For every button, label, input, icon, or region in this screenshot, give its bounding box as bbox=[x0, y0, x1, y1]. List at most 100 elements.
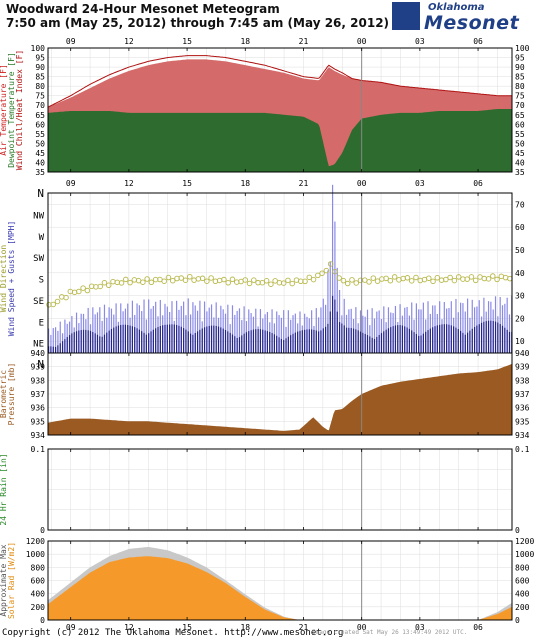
wind-speed-bar bbox=[96, 334, 99, 364]
wind-speed-bar bbox=[418, 335, 420, 364]
wind-speed-bar bbox=[448, 324, 450, 364]
wind-speed-bar bbox=[315, 330, 317, 364]
wind-speed-bar bbox=[117, 325, 120, 364]
y-tick-label-right: 70 bbox=[515, 200, 525, 209]
wind-speed-bar bbox=[318, 331, 320, 364]
wind-speed-bar bbox=[383, 331, 385, 364]
y-tick-label-right: 100 bbox=[515, 44, 530, 53]
y-tick-label-right: 50 bbox=[515, 139, 525, 148]
wind-speed-bar bbox=[189, 333, 192, 364]
wind-speed-bar bbox=[457, 329, 459, 364]
wind-speed-bar bbox=[192, 334, 194, 364]
wind-speed-bar bbox=[266, 331, 269, 364]
wind-direction-point bbox=[353, 280, 359, 286]
wind-speed-bar bbox=[357, 330, 359, 364]
y-tick-label: 45 bbox=[35, 149, 45, 158]
y-tick-label-right: 60 bbox=[515, 223, 525, 232]
rain-axis-label: 24 Hr Rain [in] bbox=[0, 453, 8, 525]
wind-speed-bar bbox=[150, 331, 152, 364]
wind-speed-bar bbox=[341, 323, 343, 364]
wind-speed-bar bbox=[194, 333, 196, 364]
y-tick-label-right: 400 bbox=[515, 590, 530, 599]
wind-direction-point bbox=[315, 272, 321, 279]
wind-direction-point bbox=[391, 274, 398, 280]
direction-tick-label: N bbox=[37, 358, 44, 371]
x-tick-label: 12 bbox=[124, 623, 134, 632]
wind-speed-bar bbox=[506, 329, 508, 364]
y-tick-label: 936 bbox=[31, 404, 46, 413]
x-tick-label: 21 bbox=[299, 37, 309, 46]
wind-direction-point bbox=[80, 285, 86, 291]
x-tick-label: 09 bbox=[66, 37, 76, 46]
y-tick-label: 200 bbox=[31, 603, 46, 612]
y-tick-label-right: 937 bbox=[515, 390, 530, 399]
wind-speed-bar bbox=[89, 330, 92, 364]
wind-speed-bar bbox=[162, 325, 164, 364]
wind-speed-bar bbox=[378, 334, 380, 364]
wind-speed-bar bbox=[492, 320, 494, 364]
y-tick-label-right: 934 bbox=[515, 431, 530, 440]
wind-speed-bar bbox=[508, 331, 511, 364]
y-tick-label: 934 bbox=[31, 431, 46, 440]
wind-speed-bar bbox=[376, 336, 378, 364]
y-tick-label: 65 bbox=[35, 111, 45, 120]
wind-speed-bar bbox=[220, 327, 222, 364]
wind-speed-bar bbox=[143, 332, 145, 364]
wind-speed-bar bbox=[345, 327, 348, 364]
wind-speed-bar bbox=[73, 332, 75, 364]
wind-direction-point bbox=[451, 277, 458, 284]
wind-speed-bar bbox=[450, 325, 452, 364]
wind-direction-point bbox=[494, 276, 500, 283]
wind-gust-bar bbox=[236, 310, 238, 364]
y-tick-label-right: 940 bbox=[515, 349, 530, 358]
wind-direction-point bbox=[161, 278, 167, 284]
wind-direction-point bbox=[340, 277, 347, 284]
wind-direction-markers bbox=[46, 261, 513, 308]
y-tick-label: 90 bbox=[35, 63, 45, 72]
wind-direction-point bbox=[268, 281, 274, 287]
wind-speed-bar bbox=[299, 330, 301, 364]
y-tick-label-right: 80 bbox=[515, 82, 525, 91]
direction-tick-label: E bbox=[39, 318, 44, 328]
y-tick-label-right: 35 bbox=[515, 168, 525, 177]
wind-speed-bar bbox=[245, 332, 248, 364]
wind-direction-point bbox=[485, 276, 492, 282]
wind-speed-bar bbox=[348, 327, 350, 364]
wind-speed-bar bbox=[308, 329, 310, 364]
wind-direction-point bbox=[187, 274, 193, 280]
x-tick-label: 09 bbox=[66, 623, 76, 632]
wind-speed-bar bbox=[338, 322, 341, 364]
wind-speed-bar bbox=[480, 322, 483, 364]
y-tick-label: 0.1 bbox=[31, 445, 46, 454]
wind-direction-point bbox=[336, 275, 342, 281]
wind-gust-bar bbox=[466, 298, 469, 364]
y-tick-label-right: 939 bbox=[515, 363, 530, 372]
wind-speed-bar bbox=[387, 328, 390, 364]
wind-speed-bar bbox=[380, 333, 383, 364]
wind-speed-bar bbox=[331, 295, 334, 364]
y-tick-label-right: 50 bbox=[515, 246, 525, 255]
y-tick-label-right: 60 bbox=[515, 120, 525, 129]
wind-gust-bar bbox=[422, 302, 424, 364]
wind-direction-point bbox=[404, 275, 411, 281]
wind-speed-bar bbox=[138, 329, 140, 364]
pressure-axis-label: Pressure [mb] bbox=[7, 363, 16, 426]
wind-speed-bar bbox=[487, 320, 490, 364]
wind-speed-bar bbox=[231, 334, 234, 364]
wind-speed-bar bbox=[255, 329, 257, 364]
wind-gust-bar bbox=[192, 302, 194, 364]
wind-speed-bar bbox=[136, 328, 138, 364]
wind-speed-bar bbox=[252, 329, 255, 364]
wind-direction-point bbox=[76, 288, 82, 295]
y-tick-label: 85 bbox=[35, 73, 45, 82]
temperature-axis-label: Dewpoint Temperature [F] bbox=[7, 52, 16, 168]
y-tick-label-right: 1000 bbox=[515, 550, 534, 559]
wind-speed-bar bbox=[94, 333, 96, 364]
wind-direction-point bbox=[408, 278, 415, 284]
wind-direction-point bbox=[306, 274, 313, 281]
wind-speed-bar bbox=[464, 334, 466, 364]
wind-direction-point bbox=[221, 276, 227, 283]
direction-tick-label: SW bbox=[33, 254, 44, 264]
wind-speed-bar bbox=[483, 321, 485, 364]
wind-direction-point bbox=[105, 282, 112, 289]
